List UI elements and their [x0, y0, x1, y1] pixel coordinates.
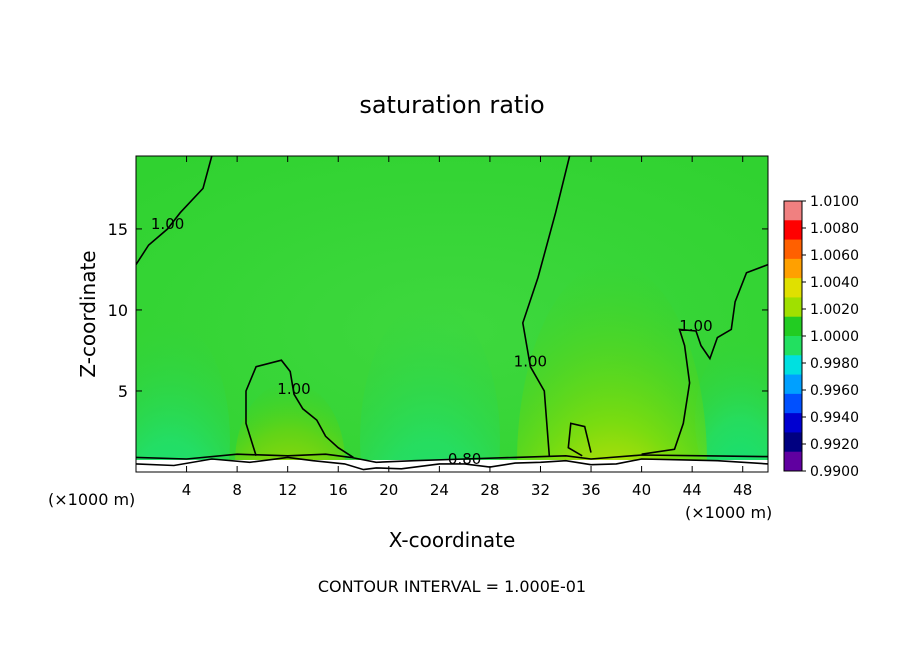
x-tick-label: 12 — [278, 481, 297, 499]
heatmap-field: 1.001.001.001.000.80 — [136, 156, 768, 472]
colorbar-label: 1.0060 — [810, 248, 859, 264]
contour-line — [136, 456, 768, 471]
colorbar-label: 0.9940 — [810, 410, 859, 426]
x-tick-label: 28 — [480, 481, 499, 499]
x-unit-left: (×1000 m) — [48, 490, 135, 509]
colorbar-label: 0.9900 — [810, 464, 859, 480]
colorbar-label: 1.0040 — [810, 275, 859, 291]
x-tick-label: 32 — [531, 481, 550, 499]
colorbar-swatch — [784, 201, 802, 221]
contour-interval-footer: CONTOUR INTERVAL = 1.000E-01 — [318, 577, 586, 596]
contour-label: 1.00 — [679, 317, 712, 335]
x-tick-label: 8 — [232, 481, 242, 499]
x-tick-label: 16 — [329, 481, 348, 499]
colorbar-label: 1.0020 — [810, 302, 859, 318]
heatmap-cool-region-right — [695, 340, 768, 472]
colorbar-label: 0.9960 — [810, 383, 859, 399]
colorbar-label: 1.0080 — [810, 221, 859, 237]
y-axis-label: Z-coordinate — [76, 250, 100, 377]
contour-line — [245, 359, 354, 459]
contour-line — [641, 263, 768, 455]
contour-line — [136, 156, 213, 266]
y-tick-label: 10 — [108, 301, 128, 320]
contour-label: 1.00 — [277, 380, 310, 398]
contour-line — [567, 422, 592, 457]
contour-label: 1.00 — [514, 353, 547, 371]
colorbar-swatch — [784, 355, 802, 376]
colorbar-swatch — [784, 432, 802, 453]
plot-frame — [135, 155, 769, 473]
x-tick-label: 4 — [182, 481, 192, 499]
x-tick-label: 40 — [632, 481, 651, 499]
heatmap-warm-region-right — [517, 262, 707, 472]
colorbar-swatch — [784, 278, 802, 298]
heatmap-warm-region-left — [235, 382, 345, 472]
x-tick-label: 24 — [430, 481, 449, 499]
x-tick-label: 48 — [733, 481, 752, 499]
colorbar-label: 0.9980 — [810, 356, 859, 372]
colorbar-swatch — [784, 393, 802, 414]
x-axis-label: X-coordinate — [389, 528, 516, 552]
y-tick-label: 15 — [108, 220, 128, 239]
colorbar-swatch — [784, 220, 802, 241]
colorbar-swatch — [784, 258, 802, 279]
colorbar: 1.0100 1.0080 1.0060 1.0040 1.0020 1.0000 0.99… — [783, 194, 859, 480]
chart-title: saturation ratio — [359, 91, 544, 119]
colorbar-swatch — [784, 413, 802, 433]
colorbar-label: 1.0100 — [810, 194, 859, 210]
surface-band — [136, 460, 768, 472]
colorbar-swatch — [784, 297, 802, 318]
colorbar-swatch — [784, 451, 802, 472]
x-unit-right: (×1000 m) — [685, 503, 772, 522]
colorbar-swatch — [784, 239, 802, 260]
contour-line — [136, 453, 768, 464]
x-tick-label: 36 — [581, 481, 600, 499]
colorbar-swatch — [784, 374, 802, 395]
heatmap-cool-region-mid — [360, 300, 500, 472]
colorbar-label: 0.9920 — [810, 437, 859, 453]
colorbar-label: 1.0000 — [810, 329, 859, 345]
x-tick-label: 44 — [683, 481, 702, 499]
contour-label: 1.00 — [151, 215, 184, 233]
y-tick-label: 5 — [118, 382, 128, 401]
heatmap-cool-region-left — [136, 320, 230, 472]
x-tick-label: 20 — [379, 481, 398, 499]
contour-line — [521, 156, 571, 456]
colorbar-swatch — [784, 336, 802, 356]
colorbar-swatch — [784, 316, 802, 337]
